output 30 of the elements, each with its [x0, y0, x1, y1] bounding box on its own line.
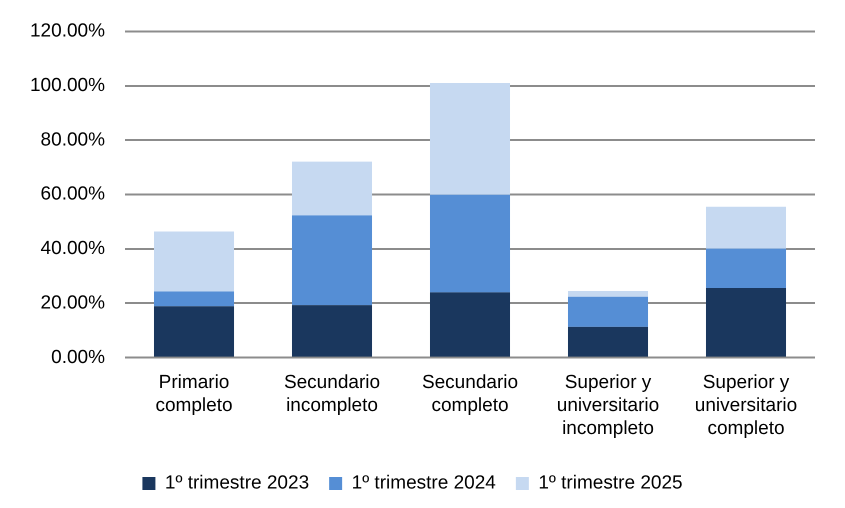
x-tick-label: Primario completo — [155, 372, 233, 416]
x-tick-label: Superior y universitario incompleto — [556, 372, 660, 439]
bar — [568, 291, 648, 297]
bar — [292, 305, 372, 357]
legend-label: 1º trimestre 2023 — [164, 472, 310, 494]
bar — [292, 162, 372, 216]
bar — [568, 296, 648, 327]
bar — [706, 288, 786, 357]
y-tick-label: 20.00% — [40, 292, 106, 314]
x-tick-label: Superior y universitario completo — [694, 372, 798, 439]
bar — [292, 215, 372, 306]
y-tick-label: 100.00% — [30, 75, 106, 96]
x-tick-label: Secundario completo — [422, 372, 518, 416]
y-tick-label: 40.00% — [40, 238, 106, 260]
y-tick-label: 60.00% — [40, 184, 106, 205]
legend-label: 1º trimestre 2024 — [352, 472, 496, 494]
bar — [154, 306, 234, 357]
y-tick-label: 0.00% — [51, 346, 106, 368]
bar — [430, 292, 510, 357]
y-tick-label: 80.00% — [40, 129, 106, 150]
bar — [568, 326, 648, 357]
x-tick-label: Secundario incompleto — [284, 372, 380, 416]
bar — [430, 83, 510, 195]
y-tick-label: 120.00% — [30, 20, 106, 42]
bar — [430, 194, 510, 292]
bar — [154, 292, 234, 306]
bar — [154, 231, 234, 292]
bar — [706, 206, 786, 249]
bar — [706, 248, 786, 288]
legend-label: 1º trimestre 2025 — [538, 472, 683, 494]
